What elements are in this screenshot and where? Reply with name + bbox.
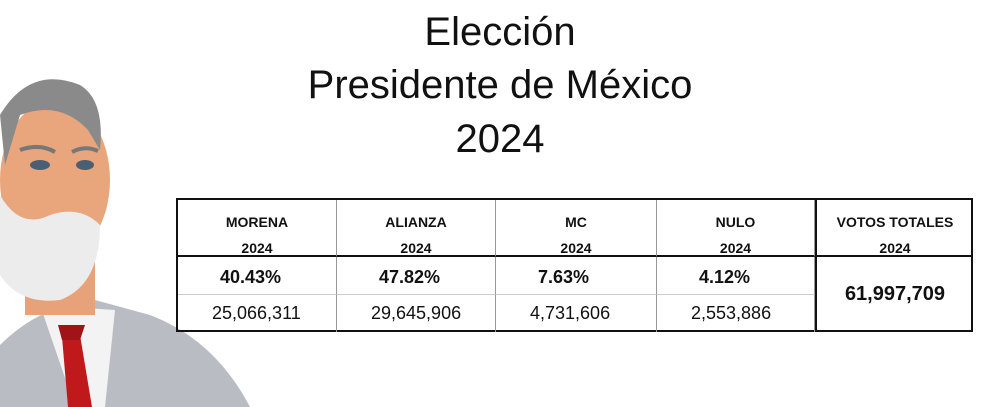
title-line: 2024 <box>455 117 545 161</box>
percent-cell: 40.43% <box>178 257 337 295</box>
header-year: 2024 <box>241 240 273 256</box>
column-header: MC 2024 <box>496 200 657 257</box>
votes-cell: 25,066,311 <box>178 295 337 332</box>
title-line: Presidente de México <box>307 63 693 107</box>
percent-cell: 47.82% <box>337 257 496 295</box>
results-table: VOTOS TOTALES 2024 61,997,709 MORENA 2024… <box>176 198 973 332</box>
header-year: 2024 <box>879 240 911 256</box>
header-year: 2024 <box>560 240 592 256</box>
column-header: NULO 2024 <box>657 200 815 257</box>
percent-cell: 4.12% <box>657 257 815 295</box>
header-name: MC <box>565 214 587 230</box>
total-votes: 61,997,709 <box>815 257 973 332</box>
percent-cell: 7.63% <box>496 257 657 295</box>
header-name: ALIANZA <box>385 214 447 230</box>
illustration <box>0 79 250 407</box>
header-name: MORENA <box>225 214 289 230</box>
total-header: VOTOS TOTALES 2024 <box>815 200 973 257</box>
header-name: VOTOS TOTALES <box>836 214 954 230</box>
votes-cell: 2,553,886 <box>657 295 815 332</box>
title-line: Elección <box>424 10 576 54</box>
header-year: 2024 <box>400 240 432 256</box>
votes-cell: 29,645,906 <box>337 295 496 332</box>
header-name: NULO <box>715 214 756 230</box>
votes-cell: 4,731,606 <box>496 295 657 332</box>
column-header: ALIANZA 2024 <box>337 200 496 257</box>
column-header: MORENA 2024 <box>178 200 337 257</box>
header-year: 2024 <box>719 240 752 256</box>
